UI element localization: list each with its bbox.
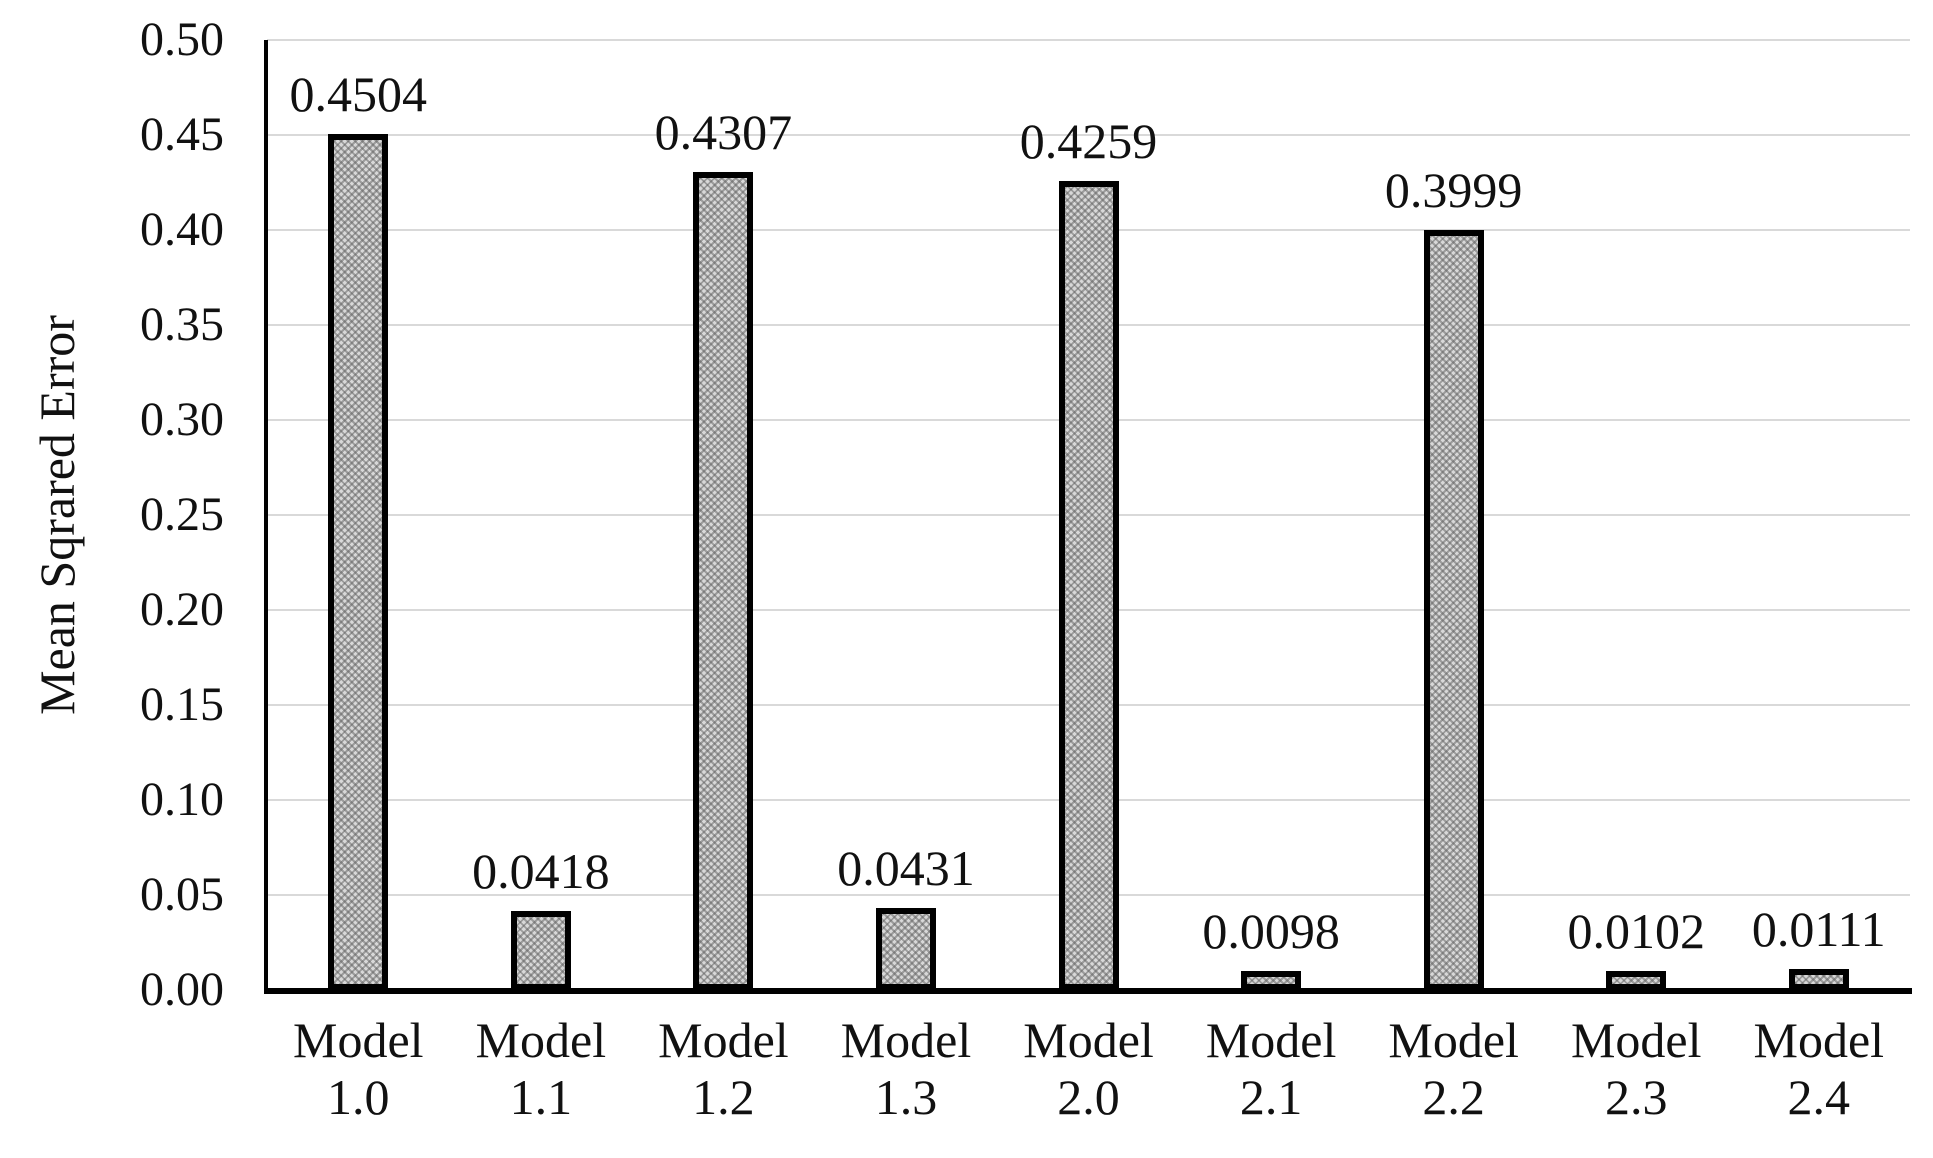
gridline xyxy=(267,134,1910,136)
bar-model-2.2 xyxy=(1423,230,1484,990)
x-category-labels: Model 1.0 Model 1.1 Model 1.2 Model 1.3 Model 2.0… xyxy=(267,1012,1910,1126)
x-category-label: Model 1.3 xyxy=(840,1012,972,1125)
x-category-label: Model 2.3 xyxy=(1570,1012,1702,1125)
bar-value-label: 0.4259 xyxy=(1019,112,1158,169)
x-category-label: Model 1.0 xyxy=(293,1012,424,1125)
bar-cell: 0.4259 xyxy=(997,40,1180,990)
bar-model-2.1 xyxy=(1241,971,1302,990)
bar-model-2.0 xyxy=(1058,180,1119,990)
x-category-label: Model 2.2 xyxy=(1388,1012,1519,1125)
x-category-label: Model 1.1 xyxy=(475,1012,607,1125)
bar-cell: 0.0102 xyxy=(1545,40,1728,990)
bar-value-label: 0.0111 xyxy=(1751,900,1886,957)
bar-model-1.2 xyxy=(693,171,754,990)
bar-cell: 0.4307 xyxy=(632,40,815,990)
bar-cell: 0.0431 xyxy=(815,40,998,990)
x-category-label: Model 1.2 xyxy=(658,1012,789,1125)
x-category-label: Model 2.1 xyxy=(1205,1012,1337,1125)
y-tick-label: 0.30 xyxy=(140,393,224,446)
bar-model-1.3 xyxy=(875,908,936,990)
bars-layer: 0.4504 0.0418 0.4307 0.0431 0.4259 0.0098 0.39… xyxy=(267,40,1910,990)
bar-value-label: 0.0102 xyxy=(1567,902,1705,959)
bar-value-label: 0.3999 xyxy=(1384,162,1523,219)
bar-model-2.4 xyxy=(1788,968,1849,990)
y-tick-label: 0.20 xyxy=(140,583,224,636)
bar-model-1.0 xyxy=(328,134,389,990)
bar-value-label: 0.0431 xyxy=(837,840,975,897)
x-category-label: Model 2.0 xyxy=(1023,1012,1154,1125)
bar-value-label: 0.0418 xyxy=(472,842,610,899)
bar-cell: 0.3999 xyxy=(1362,40,1545,990)
y-axis-title: Mean Sqrared Error xyxy=(29,315,85,715)
y-axis-line xyxy=(264,40,268,992)
y-tick-label: 0.05 xyxy=(140,868,224,921)
bar-model-1.1 xyxy=(510,910,571,990)
bar-value-label: 0.0098 xyxy=(1202,903,1340,960)
y-tick-label: 0.40 xyxy=(140,203,224,256)
gridline xyxy=(267,39,1910,41)
y-tick-label: 0.25 xyxy=(140,488,224,541)
bar-cell: 0.4504 xyxy=(267,40,450,990)
bar-model-2.3 xyxy=(1606,970,1667,990)
y-tick-label: 0.50 xyxy=(140,13,224,66)
y-tick-label: 0.15 xyxy=(140,678,224,731)
x-category-label: Model 2.4 xyxy=(1753,1012,1885,1125)
bar-cell: 0.0098 xyxy=(1180,40,1363,990)
bar-value-label: 0.4504 xyxy=(289,66,428,123)
x-axis-line xyxy=(264,988,1912,994)
bar-cell: 0.0418 xyxy=(450,40,633,990)
bar-cell: 0.0111 xyxy=(1728,40,1911,990)
y-tick-label: 0.45 xyxy=(140,108,224,161)
y-tick-label: 0.10 xyxy=(140,773,224,826)
y-tick-label: 0.00 xyxy=(140,963,224,1016)
bar-value-label: 0.4307 xyxy=(654,103,793,160)
y-tick-label: 0.35 xyxy=(140,298,224,351)
